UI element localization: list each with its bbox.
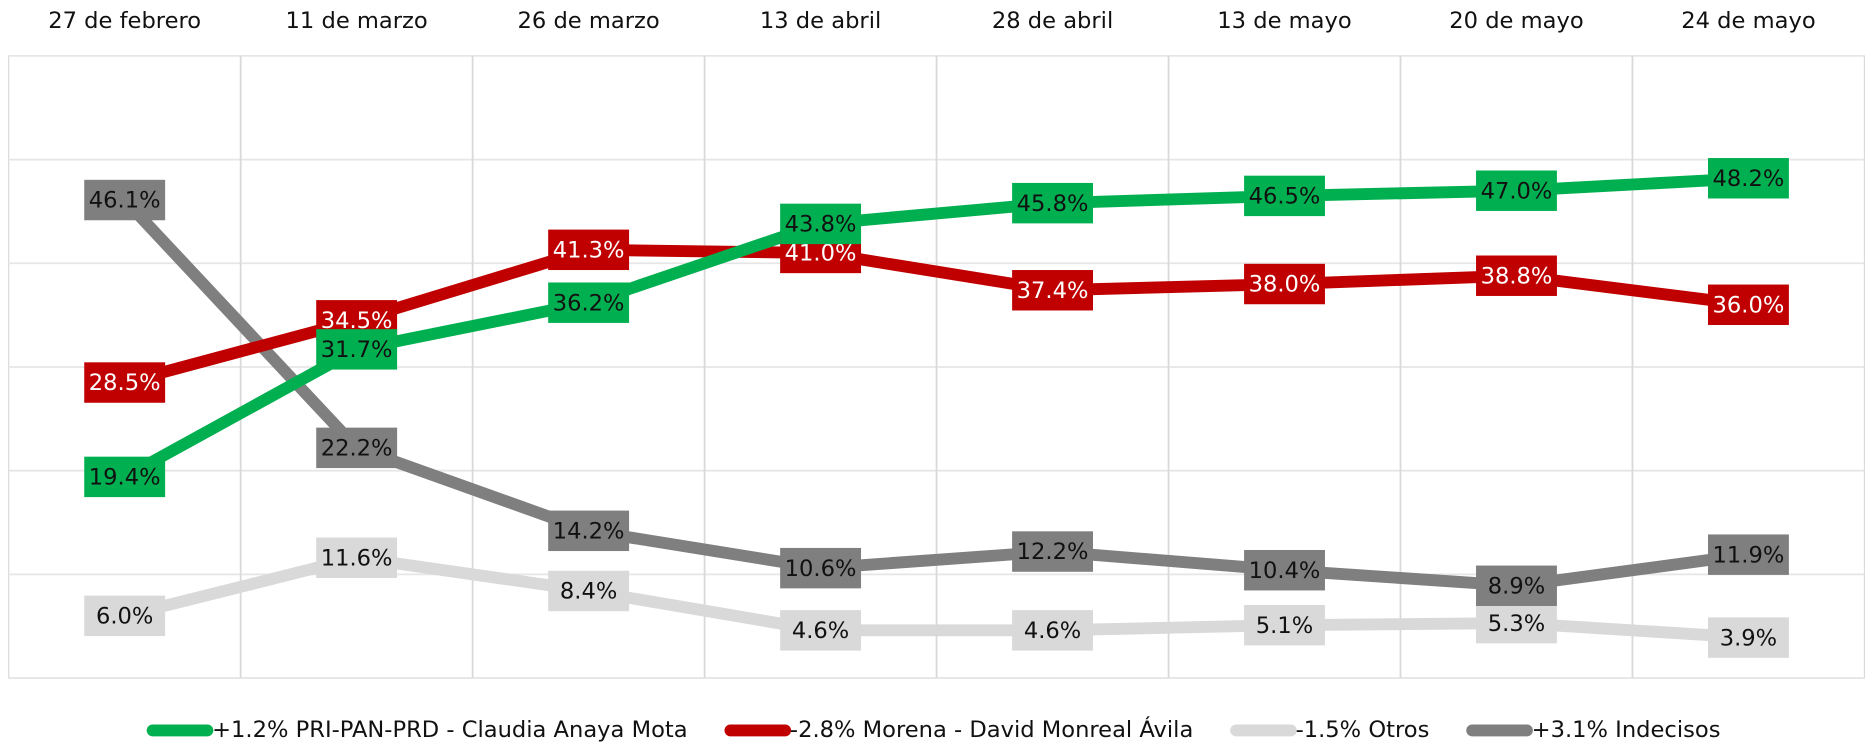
data-label-box — [548, 229, 630, 271]
data-label: 3.9% — [1720, 625, 1777, 651]
data-label-box — [780, 203, 862, 245]
data-label: 10.6% — [785, 556, 857, 582]
data-label: 22.2% — [321, 436, 393, 462]
data-label-box — [84, 595, 166, 637]
data-label-box — [1708, 534, 1789, 575]
data-label-box — [1476, 170, 1557, 211]
data-label: 46.5% — [1249, 184, 1321, 210]
data-label-box — [1708, 158, 1789, 199]
data-label: 6.0% — [96, 604, 153, 630]
x-tick-label: 26 de marzo — [518, 8, 660, 34]
data-label-box — [1012, 270, 1093, 311]
x-tick-label: 11 de marzo — [286, 8, 428, 34]
data-label-box — [1012, 182, 1093, 224]
legend-label: +3.1% Indecisos — [1532, 717, 1721, 743]
data-label-box — [1708, 617, 1789, 658]
data-label: 12.2% — [1017, 539, 1089, 565]
data-label: 41.3% — [553, 238, 625, 264]
data-label: 31.7% — [321, 337, 393, 363]
data-label-box — [548, 282, 630, 323]
data-label: 5.1% — [1256, 613, 1313, 639]
data-label-box — [780, 547, 862, 589]
data-label-box — [548, 510, 630, 552]
data-label: 11.6% — [321, 545, 393, 571]
data-label: 8.4% — [560, 579, 617, 605]
data-label: 41.0% — [785, 241, 857, 267]
data-label-box — [1244, 175, 1325, 217]
legend-label: -2.8% Morena - David Monreal Ávila — [790, 715, 1193, 743]
data-label: 48.2% — [1713, 166, 1785, 192]
data-label-box — [1476, 565, 1557, 606]
data-label-box — [1476, 602, 1557, 644]
data-label-box — [316, 537, 398, 578]
data-label: 36.2% — [553, 290, 625, 316]
data-label: 10.4% — [1249, 558, 1321, 584]
x-tick-label: 27 de febrero — [48, 8, 201, 34]
data-label-box — [1476, 255, 1557, 296]
data-label: 43.8% — [785, 212, 857, 238]
data-label: 47.0% — [1481, 178, 1553, 204]
data-label-box — [84, 362, 166, 403]
data-label: 11.9% — [1713, 542, 1785, 568]
data-label: 46.1% — [89, 188, 161, 214]
data-label: 28.5% — [89, 370, 161, 396]
data-label: 38.8% — [1481, 263, 1553, 289]
x-tick-label: 13 de abril — [760, 8, 881, 34]
data-label-box — [1012, 531, 1093, 572]
data-label: 4.6% — [1024, 618, 1081, 644]
data-label: 5.3% — [1488, 611, 1545, 637]
data-label-box — [1244, 604, 1325, 646]
data-label-box — [1244, 549, 1325, 591]
data-label-box — [1012, 610, 1093, 651]
data-label: 36.0% — [1713, 292, 1785, 318]
data-label: 38.0% — [1249, 272, 1321, 298]
data-label: 4.6% — [792, 618, 849, 644]
data-label-box — [316, 427, 398, 469]
data-label: 19.4% — [89, 465, 161, 491]
data-label-box — [1244, 263, 1325, 305]
legend-label: -1.5% Otros — [1296, 717, 1430, 743]
x-tick-label: 28 de abril — [992, 8, 1113, 34]
data-label: 45.8% — [1017, 191, 1089, 217]
x-tick-label: 24 de mayo — [1681, 8, 1815, 34]
data-label: 14.2% — [553, 519, 625, 545]
data-label-box — [548, 570, 630, 612]
data-label: 8.9% — [1488, 573, 1545, 599]
data-label-box — [84, 179, 166, 221]
data-label-box — [1708, 284, 1789, 325]
x-tick-label: 13 de mayo — [1217, 8, 1351, 34]
legend-label: +1.2% PRI-PAN-PRD - Claudia Anaya Mota — [212, 717, 687, 743]
x-tick-label: 20 de mayo — [1449, 8, 1583, 34]
data-label-box — [316, 329, 398, 370]
data-label: 37.4% — [1017, 278, 1089, 304]
data-label-box — [780, 610, 862, 651]
legend: +1.2% PRI-PAN-PRD - Claudia Anaya Mota -2… — [146, 715, 1721, 743]
data-label-box — [84, 456, 166, 498]
